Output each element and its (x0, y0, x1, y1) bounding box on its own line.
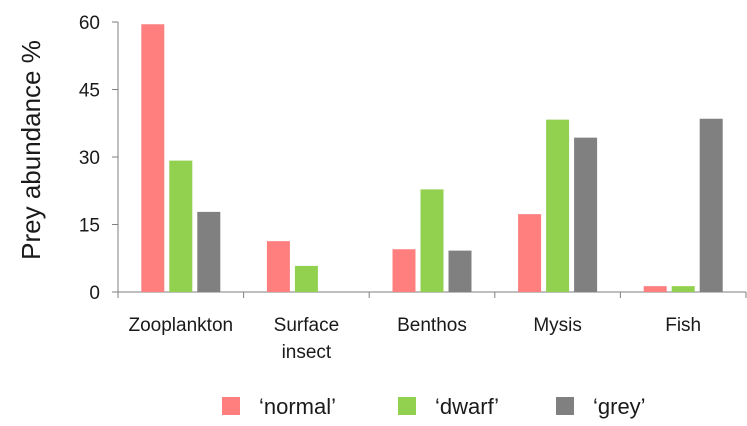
y-tick-label: 30 (79, 148, 100, 169)
bar (392, 249, 416, 292)
x-category-label: Surface (274, 315, 339, 336)
y-tick-label: 15 (79, 216, 100, 237)
x-axis-ticks (117, 292, 747, 298)
legend-label: ‘dwarf’ (435, 394, 499, 419)
legend-swatch (222, 397, 240, 415)
y-axis-title: Prey abundance % (16, 40, 46, 260)
legend: ‘normal’ ‘dwarf’ ‘grey’ (222, 394, 646, 419)
bar (546, 119, 570, 293)
bar (448, 250, 472, 292)
y-tick-label: 60 (79, 13, 100, 34)
legend-label: ‘grey’ (593, 394, 646, 419)
x-category-label: insect (282, 342, 332, 363)
bar (699, 118, 723, 292)
x-category-label: Benthos (397, 315, 467, 336)
bar (643, 286, 667, 292)
bar (197, 211, 221, 292)
legend-swatch (556, 397, 574, 415)
legend-swatch (398, 397, 416, 415)
bar (141, 24, 165, 292)
y-tick-label: 45 (79, 81, 100, 102)
x-category-label: Mysis (533, 315, 582, 336)
legend-label: ‘normal’ (259, 394, 336, 419)
bar (266, 241, 290, 292)
x-category-label: Fish (665, 315, 701, 336)
bar (518, 214, 542, 292)
bar (169, 160, 193, 292)
bar (574, 137, 598, 292)
bar (420, 189, 444, 292)
bar (294, 265, 318, 292)
x-category-label: Zooplankton (129, 315, 234, 336)
bars-group (141, 24, 723, 293)
y-axis-ticks: 0 15 30 45 60 (79, 13, 118, 304)
category-labels: Zooplankton Surface insect Benthos Mysis Fish (129, 315, 702, 363)
y-tick-label: 0 (89, 283, 100, 304)
bar (671, 286, 695, 292)
